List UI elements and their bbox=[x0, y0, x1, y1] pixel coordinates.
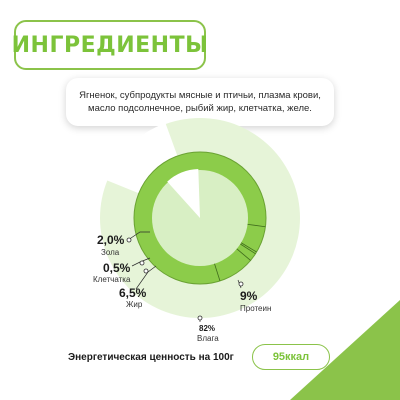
chart-marker-dot bbox=[197, 315, 203, 321]
title-frame: ИНГРЕДИЕНТЫ bbox=[11, 20, 209, 70]
chart-value-label-fat: 6,5% bbox=[119, 286, 147, 300]
chart-value-label-ash: 2,0% bbox=[97, 233, 125, 247]
page-title: ИНГРЕДИЕНТЫ bbox=[11, 32, 209, 58]
chart-category-label-fiber: Клетчатка bbox=[93, 275, 131, 284]
chart-marker-dot bbox=[139, 260, 145, 266]
chart-marker-dot bbox=[126, 237, 132, 243]
chart-segment-divider bbox=[236, 248, 251, 261]
chart-value-label-moisture: 82% bbox=[199, 324, 216, 333]
chart-leader-ash bbox=[127, 231, 150, 241]
energy-label: Энергетическая ценность на 100г bbox=[68, 352, 234, 363]
chart-inner-highlight bbox=[167, 169, 200, 218]
chart-value-label-fiber: 0,5% bbox=[103, 261, 131, 275]
chart-marker-dot bbox=[238, 281, 244, 287]
chart-category-label-moisture: Влага bbox=[197, 334, 219, 343]
chart-segment-divider bbox=[240, 242, 257, 253]
chart-marker-dot bbox=[143, 268, 149, 274]
energy-value: 95ккал bbox=[272, 351, 310, 363]
energy-value-pill: 95ккал bbox=[252, 344, 330, 370]
chart-category-label-fat: Жир bbox=[126, 300, 143, 309]
corner-decoration bbox=[290, 300, 400, 400]
chart-category-label-protein: Протеин bbox=[240, 304, 272, 313]
chart-segment-divider bbox=[247, 223, 266, 228]
chart-value-label-protein: 9% bbox=[240, 289, 258, 303]
ingredients-text: Ягненок, субпродукты мясные и птичьи, пл… bbox=[79, 90, 321, 114]
chart-segment-divider bbox=[214, 263, 221, 282]
chart-segment-divider bbox=[240, 243, 256, 255]
chart-category-label-ash: Зола bbox=[101, 248, 120, 257]
